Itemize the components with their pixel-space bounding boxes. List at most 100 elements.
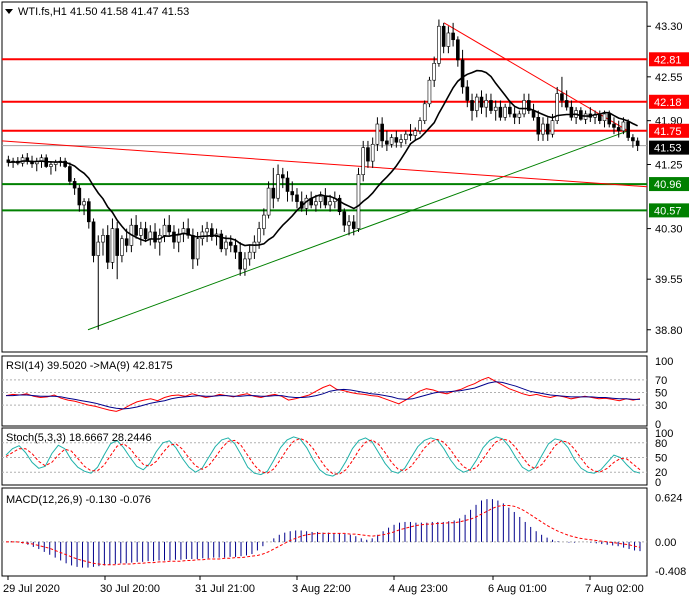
candle-down	[351, 221, 356, 229]
candle-down	[451, 32, 455, 41]
candle-up	[262, 214, 266, 229]
candle-down	[186, 228, 190, 236]
candle-up	[266, 187, 271, 216]
candle-down	[508, 106, 512, 115]
x-tick-label: 4 Aug 23:00	[389, 583, 448, 595]
candle-down	[465, 86, 470, 101]
y-tick-label: 100	[655, 356, 673, 368]
signal-line	[6, 505, 641, 566]
macd-title: MACD(12,26,9) -0.130 -0.076	[6, 494, 151, 506]
candle-up	[162, 224, 167, 236]
candle-down	[233, 245, 238, 253]
candle-up	[375, 123, 380, 145]
candle-down	[6, 159, 11, 163]
candle-up	[399, 139, 403, 143]
candle-down	[635, 140, 640, 146]
candle-down	[115, 228, 119, 256]
candle-down	[460, 59, 465, 88]
y-tick-label: 0.00	[655, 537, 676, 549]
candle-down	[612, 123, 616, 128]
rsi-panel-frame	[1, 355, 648, 427]
trendline-2	[1, 140, 648, 188]
macd-panel: 0.624 0.00 -0.408	[2, 492, 686, 578]
y-tick-label: 50	[655, 388, 667, 400]
series-line-0	[5, 376, 641, 412]
y-tick-label: 39.55	[655, 274, 683, 286]
rsi-title: RSI(14) 39.5020 ->MA(9) 42.8175	[6, 360, 173, 372]
level-label: 40.96	[654, 179, 682, 191]
candle-down	[380, 123, 384, 142]
candle-down	[153, 231, 157, 243]
candle-down	[536, 116, 541, 135]
candle-down	[385, 140, 389, 145]
candle-up	[120, 238, 124, 256]
candle-up	[195, 238, 200, 260]
candle-down	[626, 121, 630, 138]
candle-down	[441, 25, 446, 47]
y-tick-label: 0	[655, 419, 661, 431]
candle-down	[569, 106, 574, 118]
y-tick-label: 41.25	[655, 160, 683, 172]
x-tick-label: 30 Jul 20:00	[100, 583, 160, 595]
level-label: 40.57	[654, 205, 682, 217]
level-label-box	[649, 177, 689, 192]
candle-up	[252, 241, 257, 253]
trendline-1	[443, 22, 629, 132]
series-line-1	[5, 437, 641, 475]
candle-up	[200, 231, 205, 240]
level-label-box	[649, 94, 689, 109]
candle-up	[437, 25, 441, 64]
candle-down	[616, 127, 621, 132]
candle-down	[607, 113, 612, 125]
candle-up	[503, 106, 507, 118]
y-tick-label: 50	[655, 453, 667, 465]
y-tick-label: 0.624	[655, 492, 683, 504]
candle-down	[238, 251, 243, 270]
candle-down	[219, 233, 224, 250]
candle-down	[527, 100, 531, 111]
level-label: 42.18	[654, 97, 682, 109]
candle-up	[82, 201, 86, 206]
candle-up	[418, 120, 422, 132]
x-tick-label: 6 Aug 01:00	[488, 583, 547, 595]
y-tick-label: 100	[655, 428, 673, 440]
candle-up	[139, 228, 143, 236]
y-tick-label: 40.30	[655, 224, 683, 236]
moving-average-line	[8, 69, 638, 247]
candle-down	[394, 137, 399, 143]
candle-up	[389, 137, 394, 145]
candle-down	[564, 100, 569, 108]
candle-up	[370, 143, 375, 162]
candle-up	[101, 235, 105, 243]
candle-up	[413, 130, 418, 136]
candle-up	[555, 93, 560, 121]
level-label-box	[649, 52, 689, 67]
collapse-triangle-icon[interactable]	[5, 9, 13, 14]
candle-up	[621, 121, 626, 132]
candle-down	[124, 238, 129, 246]
candle-down	[210, 228, 214, 237]
candle-down	[134, 224, 138, 236]
x-tick-label: 3 Aug 22:00	[292, 583, 351, 595]
candle-down	[68, 166, 72, 182]
panel-headers: WTI.fs,H1 41.50 41.58 41.47 41.53 RSI(14…	[5, 6, 189, 506]
candle-down	[498, 106, 503, 118]
x-axis: 29 Jul 2020 30 Jul 20:00 31 Jul 21:00 3 Aug…	[3, 576, 644, 595]
y-tick-label: 43.30	[655, 21, 683, 33]
x-tick-label: 31 Jul 21:00	[195, 583, 255, 595]
candle-down	[489, 100, 493, 111]
candle-up	[493, 106, 498, 111]
candle-up	[224, 241, 228, 250]
stoch-title: Stoch(5,3,3) 18.6667 28.2446	[6, 432, 152, 444]
candle-down	[456, 39, 460, 61]
candle-up	[356, 174, 361, 229]
candle-down	[105, 235, 110, 263]
candle-down	[172, 231, 176, 243]
candle-up	[517, 113, 522, 118]
y-tick-label: 20	[655, 467, 667, 479]
candle-up	[403, 133, 408, 140]
level-label: 41.75	[654, 126, 682, 138]
